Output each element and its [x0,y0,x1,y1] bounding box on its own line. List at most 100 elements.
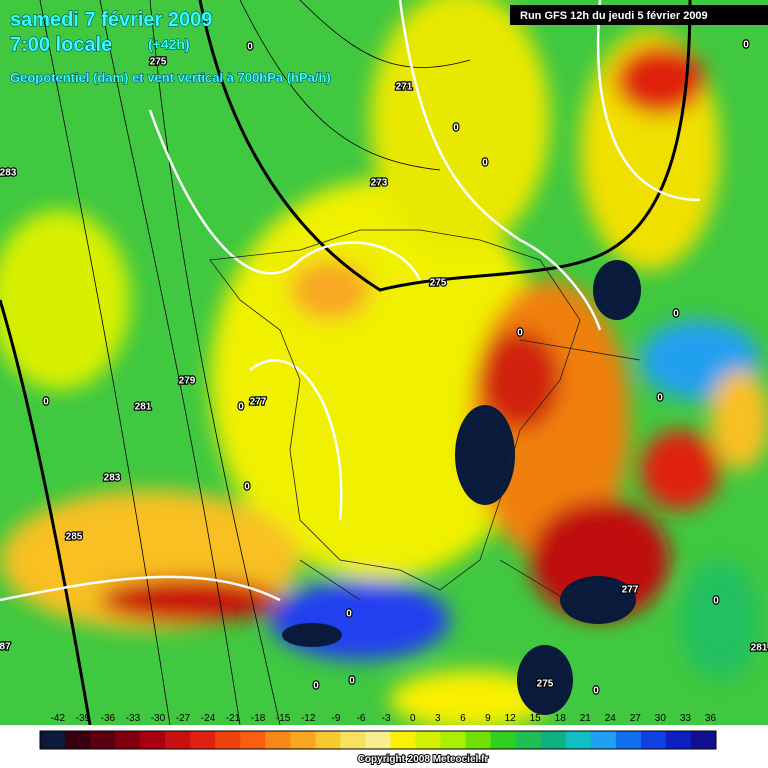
contour-label: 0 [657,393,663,404]
colorbar-label: -6 [357,713,366,724]
colorbar-cell [340,731,366,749]
colorbar-cell [240,731,266,749]
colorbar-label: 3 [435,713,441,724]
contour-label: 285 [66,532,83,543]
contour-label: 0 [43,397,49,408]
colorbar-label: 33 [680,713,692,724]
colorbar-label: 12 [505,713,517,724]
contour-label: 0 [238,402,244,413]
thin-lines [39,0,471,726]
contour-label: 0 [482,158,488,169]
contour-label: 275 [430,278,447,289]
colorbar-cell [165,731,191,749]
colorbar-cell [390,731,417,749]
colorbar-cell [490,731,517,749]
colorbar-label: -42 [51,713,66,724]
contour-label: 275 [150,57,167,68]
colorbar-cell [90,731,116,749]
time: 7:00 locale [10,34,112,56]
contour-label: 275 [537,679,554,690]
contour-label: 0 [673,309,679,320]
colorbar-cell [365,731,392,749]
colorbar-cell [690,731,717,749]
contour-label: 0 [517,328,523,339]
copyright: Copyright 2008 Meteociel.fr [358,754,489,765]
colorbar-cell [40,731,66,749]
colorbar-cell [65,731,91,749]
colorbar-frame [39,730,717,750]
colorbar-label: -36 [101,713,116,724]
colorbar-cell [440,731,467,749]
colorbar: -42 -39 -36 -33 -30 -27 -24 -21 -18 -15 -12 -9 -6 -3 0… [39,713,717,750]
colorbar-label: 9 [485,713,491,724]
colorbar-label: 6 [460,713,466,724]
colorbar-label: -30 [151,713,166,724]
colorbar-label: 18 [555,713,567,724]
colorbar-cell [190,731,216,749]
colorbar-cell [615,731,642,749]
colorbar-cell [215,731,241,749]
colorbar-cell [415,731,442,749]
field [0,0,768,730]
contour-label: 0 [313,681,319,692]
colorbar-label: -39 [76,713,91,724]
colorbar-cell [665,731,692,749]
colorbar-label: 15 [530,713,542,724]
colorbar-cell [465,731,492,749]
contour-label: 281 [751,643,768,654]
contour-label: 0 [593,686,599,697]
contour-label: 0 [713,596,719,607]
colorbar-cell [565,731,592,749]
contour-label: 277 [250,397,267,408]
contour-label: 277 [622,585,639,596]
borders [209,229,641,621]
colorbar-cell [515,731,542,749]
colorbar-label: -12 [301,713,316,724]
colorbar-label: 24 [605,713,617,724]
contour-label: 0 [349,676,355,687]
contour-label: 0 [743,40,749,51]
subtitle: Geopotentiel (dam) et vent vertical à 70… [10,70,331,85]
colorbar-cell [540,731,567,749]
colorbar-label: -21 [226,713,241,724]
contour-label: 283 [104,473,121,484]
colorbar-label: -27 [176,713,191,724]
colorbar-cell [140,731,166,749]
contour-label: 271 [396,82,413,93]
contour-label: 0 [244,482,250,493]
colorbar-label: -3 [382,713,391,724]
colorbar-label: 0 [410,713,416,724]
colorbar-cell [115,731,141,749]
colorbar-cell [640,731,667,749]
contour-label: 279 [179,376,196,387]
colorbar-label: -18 [251,713,266,724]
contour-label: 0 [346,609,352,620]
white-contours [0,0,701,602]
colorbar-cell [315,731,341,749]
contour-label: 281 [135,402,152,413]
contour-label: 0 [247,42,253,53]
colorbar-cell [265,731,291,749]
colorbar-label: -9 [332,713,341,724]
contour-label: 283 [0,168,17,179]
run-box [510,5,768,25]
colorbar-label: -24 [201,713,216,724]
date: samedi 7 février 2009 [10,9,212,31]
colorbar-cell [290,731,316,749]
colorbar-label: -15 [276,713,291,724]
contour-label: 87 [0,642,11,653]
colorbar-label: 21 [580,713,592,724]
colorbar-label: 30 [655,713,667,724]
colorbar-cell [590,731,617,749]
contour-label: 273 [371,178,388,189]
colorbar-label: 36 [705,713,717,724]
isolines [0,0,692,726]
colorbar-label: -33 [126,713,141,724]
lead-time: (+42h) [148,36,190,52]
contour-label: 0 [453,123,459,134]
colorbar-label: 27 [630,713,642,724]
run-info: Run GFS 12h du jeudi 5 février 2009 [520,10,708,22]
